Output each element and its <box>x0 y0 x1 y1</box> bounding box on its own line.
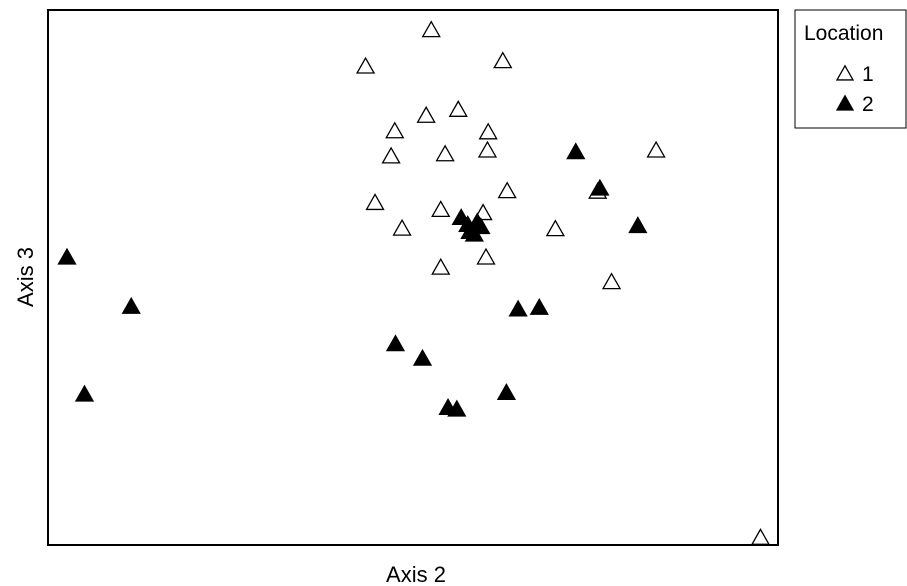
data-point-series-1-14 <box>365 193 385 211</box>
data-point-series-2-15 <box>385 334 406 352</box>
data-point-series-2-17 <box>496 383 517 400</box>
data-point-series-1-12 <box>497 181 517 199</box>
data-point-series-2-3 <box>74 384 95 402</box>
legend-label-1: 1 <box>862 63 874 86</box>
data-point-series-1-1 <box>421 20 441 38</box>
x-axis-label: Axis 2 <box>386 562 446 586</box>
data-point-series-1-9 <box>381 146 401 164</box>
data-point-series-2-4 <box>566 142 586 160</box>
data-point-series-1-10 <box>477 140 498 158</box>
data-point-series-1-3 <box>493 51 513 69</box>
data-point-series-1-8 <box>435 144 455 162</box>
legend-marker-2 <box>835 94 855 111</box>
data-point-series-2-16 <box>412 348 433 366</box>
legend: Location 12 <box>794 9 907 129</box>
data-point-series-1-18 <box>545 219 565 237</box>
data-point-series-2-19 <box>447 399 467 417</box>
data-point-series-2-2 <box>121 296 141 314</box>
data-point-series-2-14 <box>529 298 549 315</box>
data-point-series-2-13 <box>508 299 528 317</box>
data-point-series-2-5 <box>590 178 610 196</box>
legend-items: 12 <box>835 63 874 116</box>
data-point-series-1-21 <box>601 272 622 290</box>
legend-title: Location <box>804 22 883 45</box>
data-point-series-1-19 <box>431 257 451 275</box>
y-axis-label: Axis 3 <box>13 247 38 307</box>
data-point-series-1-5 <box>416 105 436 123</box>
plot-frame <box>47 9 779 546</box>
legend-label-2: 2 <box>862 93 874 116</box>
data-point-series-1-20 <box>476 247 496 265</box>
data-point-series-1-2 <box>355 56 376 74</box>
data-point-series-1-4 <box>448 100 468 117</box>
data-point-series-2-1 <box>57 247 77 265</box>
data-point-series-2-12 <box>464 224 484 242</box>
data-point-series-1-11 <box>646 140 666 158</box>
data-point-series-1-17 <box>392 218 412 236</box>
data-point-series-1-7 <box>478 122 498 140</box>
legend-marker-1 <box>835 64 855 81</box>
data-point-series-1-22 <box>750 528 771 545</box>
data-point-series-2-6 <box>628 216 648 234</box>
points-layer <box>57 20 771 545</box>
data-point-series-1-15 <box>431 200 451 218</box>
data-point-series-1-6 <box>385 121 405 139</box>
